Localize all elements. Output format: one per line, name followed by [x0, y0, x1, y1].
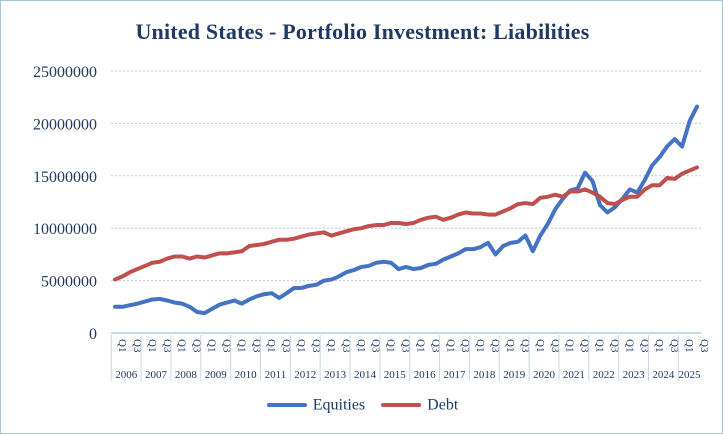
x-tick-label: Q1	[176, 339, 188, 352]
legend-label-equities: Equities	[312, 396, 366, 414]
x-tick-label: Q1	[504, 339, 516, 352]
legend: Equities Debt	[1, 396, 723, 414]
legend-item-debt: Debt	[381, 396, 458, 414]
x-year-label: 2016	[414, 369, 437, 381]
y-tick-label: 20000000	[33, 116, 97, 133]
x-tick-label: Q1	[534, 339, 546, 352]
x-year-label: 2008	[175, 369, 198, 381]
series-line-equities	[113, 104, 699, 316]
x-tick-label: Q1	[295, 339, 307, 352]
x-tick-label: Q1	[116, 339, 128, 352]
x-tick-label: Q1	[325, 339, 337, 352]
y-axis: 0 5000000 10000000 15000000 20000000 25000000	[33, 64, 97, 343]
x-year-label: 2022	[593, 369, 615, 381]
x-tick-label: Q1	[265, 339, 277, 352]
legend-swatch-debt	[381, 403, 422, 408]
x-tick-label: Q3	[131, 339, 143, 353]
x-tick-label: Q3	[161, 339, 173, 353]
legend-swatch-equities	[266, 403, 307, 408]
x-year-label: 2010	[235, 369, 258, 381]
x-tick-label: Q1	[623, 339, 635, 352]
x-year-label: 2017	[444, 369, 467, 381]
x-year-label: 2018	[473, 369, 496, 381]
y-tick-label: 5000000	[41, 274, 97, 291]
x-year-label: 2015	[384, 369, 407, 381]
x-year-label: 2006	[115, 369, 138, 381]
x-tick-label: Q1	[653, 339, 665, 352]
x-tick-label: Q1	[385, 339, 397, 352]
x-tick-label: Q3	[220, 339, 232, 353]
chart-title: United States - Portfolio Investment: Li…	[135, 19, 590, 44]
x-year-label: 2013	[324, 369, 347, 381]
x-year-label: 2012	[294, 369, 316, 381]
x-tick-label: Q3	[310, 339, 322, 353]
y-tick-label: 10000000	[33, 221, 97, 238]
x-year-label: 2007	[145, 369, 168, 381]
x-tick-label: Q3	[519, 339, 531, 353]
x-year-label: 2021	[563, 369, 585, 381]
x-tick-label: Q3	[250, 339, 262, 353]
x-axis: Q1 Q3 Q1 Q3 Q1 Q3 Q1 Q3 Q1 Q3 Q1 Q3 Q1 Q3 Q1 Q3 Q1 Q3 Q1 Q3…	[110, 332, 710, 381]
x-tick-label: Q3	[579, 339, 591, 353]
x-year-label: 2009	[205, 369, 228, 381]
x-tick-label: Q3	[608, 339, 620, 353]
x-year-label: 2024	[652, 369, 675, 381]
legend-label-debt: Debt	[427, 396, 459, 414]
series-line-debt	[113, 165, 699, 282]
y-tick-label: 25000000	[33, 64, 97, 81]
x-year-label: 2014	[354, 369, 377, 381]
x-tick-label: Q1	[355, 339, 367, 352]
x-tick-label: Q1	[683, 339, 695, 352]
x-tick-label: Q1	[414, 339, 426, 352]
x-tick-label: Q3	[668, 339, 680, 353]
x-tick-label: Q3	[280, 339, 292, 353]
x-year-label: 2019	[503, 369, 526, 381]
x-tick-label: Q1	[235, 339, 247, 352]
x-tick-label: Q3	[429, 339, 441, 353]
x-year-label: 2023	[623, 369, 646, 381]
x-tick-label: Q3	[489, 339, 501, 353]
x-tick-label: Q3	[370, 339, 382, 353]
x-tick-label: Q3	[191, 339, 203, 353]
x-year-label: 2011	[265, 369, 287, 381]
y-tick-label: 0	[89, 326, 97, 343]
x-tick-label: Q3	[459, 339, 471, 353]
x-tick-label: Q1	[474, 339, 486, 352]
x-tick-label: Q3	[698, 339, 710, 353]
x-tick-label: Q1	[564, 339, 576, 352]
y-tick-label: 15000000	[33, 169, 97, 186]
x-tick-label: Q1	[146, 339, 158, 352]
x-tick-label: Q3	[340, 339, 352, 353]
x-year-label: 2025	[679, 369, 702, 381]
x-tick-label: Q3	[638, 339, 650, 353]
x-tick-label: Q1	[444, 339, 456, 352]
x-tick-label: Q3	[549, 339, 561, 353]
x-tick-label: Q3	[400, 339, 412, 353]
series-lines	[113, 104, 699, 316]
x-tick-label: Q1	[206, 339, 218, 352]
x-year-label: 2020	[533, 369, 556, 381]
x-tick-label: Q1	[594, 339, 606, 352]
legend-item-equities: Equities	[266, 396, 366, 414]
gridlines	[111, 70, 701, 282]
